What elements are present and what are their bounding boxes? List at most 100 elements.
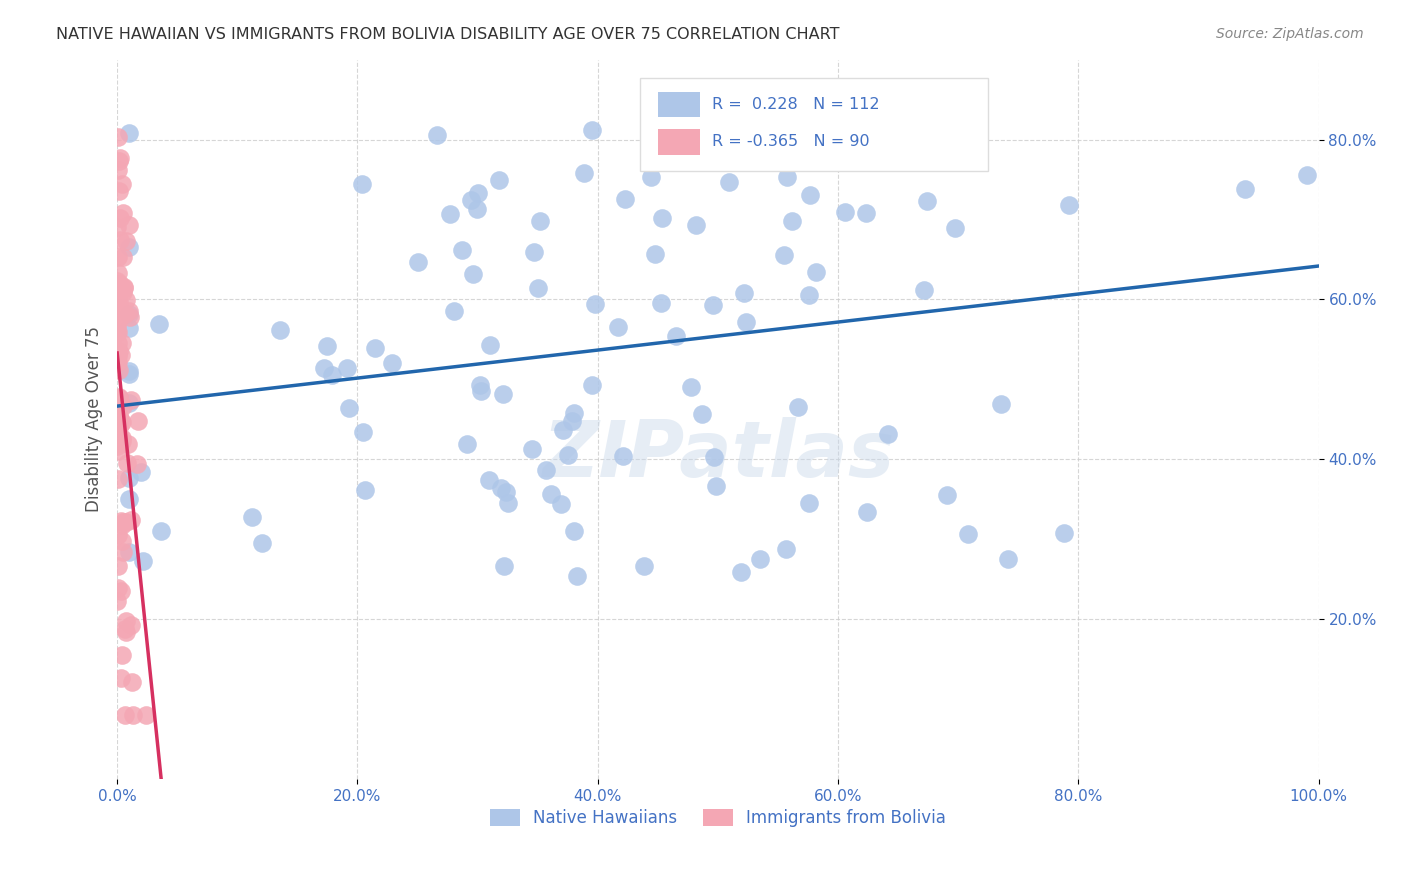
Point xyxy=(935,488,957,502)
Point xyxy=(381,356,404,370)
Point xyxy=(107,325,129,339)
Point xyxy=(717,175,740,189)
Point xyxy=(107,396,129,410)
Point xyxy=(118,240,141,254)
Point xyxy=(114,622,136,636)
Point xyxy=(108,294,131,309)
Point xyxy=(118,218,141,232)
Point xyxy=(107,594,129,608)
Point xyxy=(111,648,134,663)
FancyBboxPatch shape xyxy=(658,92,700,118)
Point xyxy=(461,267,484,281)
Point xyxy=(111,434,134,448)
Point xyxy=(488,173,510,187)
Point xyxy=(120,513,142,527)
Point xyxy=(550,497,572,511)
Point xyxy=(107,417,129,431)
Point xyxy=(540,487,562,501)
Point xyxy=(111,515,134,529)
Point xyxy=(775,542,797,557)
Point xyxy=(127,414,149,428)
Point xyxy=(644,246,666,260)
Point xyxy=(957,527,980,541)
Point xyxy=(112,281,135,295)
Point xyxy=(704,478,727,492)
Point xyxy=(990,397,1012,411)
Point xyxy=(353,483,375,497)
Point xyxy=(115,615,138,629)
Point xyxy=(855,205,877,219)
Point xyxy=(107,301,129,315)
Point xyxy=(118,126,141,140)
Point xyxy=(780,214,803,228)
Point xyxy=(1057,198,1080,212)
Point xyxy=(107,391,129,405)
Point xyxy=(107,355,129,369)
Point xyxy=(108,282,131,296)
Point xyxy=(269,323,291,337)
Point xyxy=(703,450,725,464)
Point xyxy=(118,307,141,321)
Point xyxy=(107,129,129,144)
Point xyxy=(470,384,492,399)
Point xyxy=(114,234,136,248)
Point xyxy=(733,286,755,301)
Point xyxy=(702,298,724,312)
Point xyxy=(581,377,603,392)
Point xyxy=(110,514,132,528)
Point xyxy=(1234,182,1257,196)
Point xyxy=(112,280,135,294)
Text: NATIVE HAWAIIAN VS IMMIGRANTS FROM BOLIVIA DISABILITY AGE OVER 75 CORRELATION CH: NATIVE HAWAIIAN VS IMMIGRANTS FROM BOLIV… xyxy=(56,27,839,42)
Point xyxy=(997,552,1019,566)
Point xyxy=(730,566,752,580)
Point xyxy=(117,436,139,450)
Point xyxy=(460,193,482,207)
Point xyxy=(118,304,141,318)
Point xyxy=(108,278,131,293)
Point xyxy=(250,536,273,550)
Text: Source: ZipAtlas.com: Source: ZipAtlas.com xyxy=(1216,27,1364,41)
Point xyxy=(107,559,129,574)
Point xyxy=(468,378,491,392)
Point xyxy=(612,449,634,463)
Point xyxy=(129,465,152,479)
Y-axis label: Disability Age Over 75: Disability Age Over 75 xyxy=(86,326,103,512)
Point xyxy=(606,319,628,334)
Point xyxy=(118,491,141,506)
Point xyxy=(107,301,129,316)
Point xyxy=(494,559,516,574)
Point xyxy=(562,524,585,538)
Point xyxy=(108,436,131,450)
Point xyxy=(456,436,478,450)
Point xyxy=(876,426,898,441)
Point xyxy=(148,317,170,331)
Point xyxy=(107,472,129,486)
Point xyxy=(150,524,173,538)
Point xyxy=(107,266,129,280)
Point xyxy=(108,233,131,247)
Point xyxy=(645,125,668,139)
Point xyxy=(520,442,543,456)
Point xyxy=(118,545,141,559)
Text: R = -0.365   N = 90: R = -0.365 N = 90 xyxy=(711,134,869,149)
Point xyxy=(118,396,141,410)
Point xyxy=(115,293,138,307)
Point xyxy=(112,206,135,220)
Point xyxy=(108,390,131,404)
Point xyxy=(337,401,360,415)
Point xyxy=(111,545,134,559)
Point xyxy=(491,481,513,495)
Point xyxy=(735,315,758,329)
Point xyxy=(650,296,672,310)
Point xyxy=(114,307,136,321)
Point xyxy=(312,361,335,376)
Point xyxy=(107,581,129,595)
Point xyxy=(110,584,132,599)
Point xyxy=(495,484,517,499)
Point xyxy=(1053,525,1076,540)
Point xyxy=(336,360,359,375)
Point xyxy=(105,438,128,452)
Point xyxy=(834,205,856,219)
Point xyxy=(439,207,461,221)
Point xyxy=(132,554,155,568)
